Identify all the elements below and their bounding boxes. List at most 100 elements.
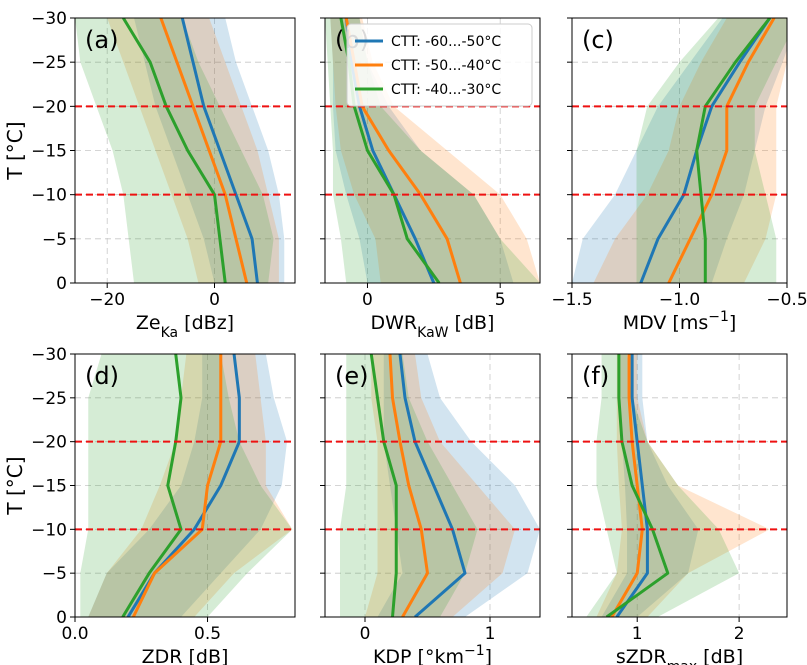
panel: 1 2 (f) sZDRmax [dB] xyxy=(567,353,788,665)
plot-area xyxy=(325,354,540,617)
spread-band xyxy=(80,354,293,617)
x-axis-label-part: ] xyxy=(729,312,736,334)
y-tick-label: −10 xyxy=(31,520,67,540)
median-line xyxy=(667,18,776,283)
x-tick-label: 2 xyxy=(734,624,745,644)
median-line xyxy=(388,354,429,617)
x-tick-label: −20 xyxy=(89,290,125,310)
x-axis-label-part: ] xyxy=(485,646,492,665)
median-line xyxy=(159,18,249,283)
x-axis-label-part: Ze xyxy=(136,312,161,334)
median-line xyxy=(180,18,259,283)
spread-band xyxy=(636,18,787,283)
spread-band xyxy=(572,18,787,283)
axes-frame xyxy=(74,353,296,618)
plot-area xyxy=(572,18,787,283)
legend-box xyxy=(346,23,533,107)
axes-frame xyxy=(571,17,788,284)
x-axis-label-part: [dB] xyxy=(697,646,743,665)
y-tick-label: −5 xyxy=(42,230,67,250)
x-tick-label: 0 xyxy=(362,290,373,310)
y-tick-label: −25 xyxy=(31,389,67,409)
y-tick-label: −15 xyxy=(31,142,67,162)
plot-area xyxy=(75,18,295,283)
y-tick-label: −10 xyxy=(31,186,67,206)
median-line xyxy=(131,354,223,617)
median-line xyxy=(610,354,644,617)
median-line xyxy=(615,354,649,617)
y-tick-label: −5 xyxy=(42,564,67,584)
x-axis-label-part: KDP [°km xyxy=(373,646,464,665)
x-axis-label: DWRKaW [dB] xyxy=(371,312,495,341)
y-tick-label: −30 xyxy=(31,9,67,29)
x-axis-label-part: −1 xyxy=(708,309,729,325)
x-tick-label: 0.5 xyxy=(194,624,221,644)
x-tick-label: 5 xyxy=(495,290,506,310)
spread-band xyxy=(377,354,540,617)
axes-frame xyxy=(571,353,788,618)
panel: 0 1 (e) KDP [°km−1] xyxy=(320,353,541,665)
x-axis-label: ZeKa [dBz] xyxy=(136,312,234,341)
median-line xyxy=(121,354,183,617)
median-line xyxy=(695,18,771,283)
median-line xyxy=(122,18,227,283)
x-axis-label-part: DWR xyxy=(371,312,418,334)
x-axis-label-part: Ka xyxy=(161,325,179,341)
x-tick-label: 1 xyxy=(485,624,496,644)
x-axis-label-part: ZDR [dB] xyxy=(142,646,229,665)
median-line xyxy=(605,354,670,617)
panel: 0 −5 −10 −15 −20 −25 −30 −20 0 (a) ZeKa [dBz] T [°C… xyxy=(3,9,296,341)
x-axis-label: ZDR [dB] xyxy=(142,646,229,665)
legend-label: CTT: -40...-30°C xyxy=(391,82,501,98)
panel-label: (d) xyxy=(85,362,119,390)
y-tick-label: −20 xyxy=(31,97,67,117)
panel-label: (f) xyxy=(582,362,609,390)
spread-band xyxy=(365,354,515,617)
x-tick-label: −0.5 xyxy=(766,290,807,310)
legend-label: CTT: -60...-50°C xyxy=(391,34,501,50)
axes-frame xyxy=(74,17,296,284)
x-axis-label-part: KaW xyxy=(417,325,449,341)
x-axis-label: KDP [°km−1] xyxy=(373,643,492,665)
panel-label: (e) xyxy=(335,362,369,390)
x-tick-label: 1 xyxy=(632,624,643,644)
spread-band xyxy=(586,354,740,617)
median-line xyxy=(398,354,467,617)
panel: 0 −5 −10 −15 −20 −25 −30 0.0 0.5 (d) ZDR [dB] T [°C… xyxy=(3,345,296,665)
x-axis-label: MDV [ms−1] xyxy=(623,309,737,334)
x-axis-label-part: −1 xyxy=(464,643,485,659)
x-tick-label: 0.0 xyxy=(61,624,88,644)
spread-band xyxy=(107,18,279,283)
x-axis-label-part: [dBz] xyxy=(178,312,234,334)
y-tick-label: −25 xyxy=(31,53,67,73)
axes-frame xyxy=(324,17,541,284)
x-axis-label-part: [dB] xyxy=(449,312,495,334)
y-tick-label: 0 xyxy=(56,274,67,294)
plot-area xyxy=(75,354,295,617)
y-axis-label: T [°C] xyxy=(3,456,27,515)
x-tick-label: −1.5 xyxy=(551,290,592,310)
x-tick-label: 0 xyxy=(360,624,371,644)
spread-band xyxy=(325,18,540,283)
y-tick-label: −30 xyxy=(31,345,67,365)
plot-area xyxy=(572,354,787,617)
x-tick-label: −1.0 xyxy=(659,290,700,310)
x-axis-label: sZDRmax [dB] xyxy=(616,646,743,665)
panel: −1.5 −1.0 −0.5 (c) MDV [ms−1] xyxy=(551,17,807,334)
spread-band xyxy=(88,354,288,617)
panel-label: (c) xyxy=(582,26,614,54)
x-axis-label-part: sZDR xyxy=(616,646,667,665)
spread-band xyxy=(601,354,699,617)
panel-label: (a) xyxy=(85,26,118,54)
legend-label: CTT: -50...-40°C xyxy=(391,58,501,74)
y-axis-label: T [°C] xyxy=(3,121,27,180)
spread-band xyxy=(75,18,274,283)
spread-band xyxy=(88,354,293,617)
y-tick-label: 0 xyxy=(56,608,67,628)
y-tick-label: −20 xyxy=(31,433,67,453)
x-axis-label-part: max xyxy=(667,659,698,665)
x-axis-label-part: MDV [ms xyxy=(623,312,709,334)
y-tick-label: −15 xyxy=(31,477,67,497)
